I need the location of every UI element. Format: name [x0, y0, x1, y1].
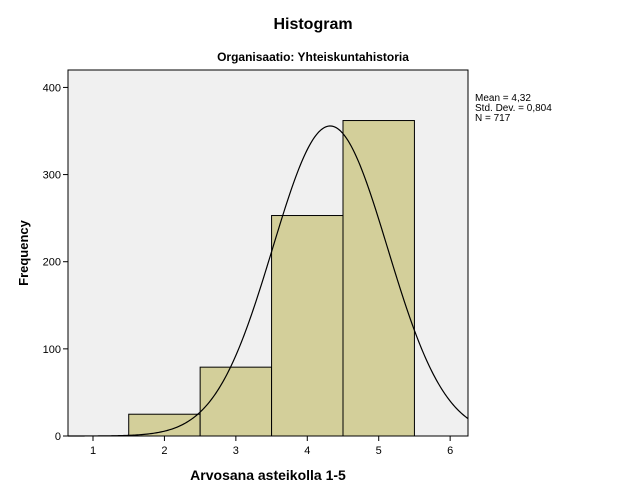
stats-mean: Mean = 4,32: [475, 93, 531, 104]
stats-n: N = 717: [475, 113, 511, 124]
y-tick-label: 0: [55, 431, 61, 443]
y-tick-label: 100: [43, 344, 61, 356]
y-axis-label: Frequency: [16, 219, 31, 286]
histogram-bar: [199, 366, 273, 437]
x-axis: 1 2 3 4 5 6: [90, 436, 453, 457]
histogram-bar: [271, 215, 344, 437]
histogram-bar: [342, 120, 415, 437]
chart-subtitle: Organisaatio: Yhteiskuntahistoria: [217, 50, 409, 64]
y-tick-label: 200: [43, 257, 61, 269]
stats-std-dev: Std. Dev. = 0,804: [475, 103, 552, 114]
y-tick-label: 300: [43, 170, 61, 182]
x-tick-label: 5: [376, 445, 382, 457]
histogram-bar: [128, 413, 201, 437]
bars-layer: [128, 120, 415, 437]
y-tick-label: 400: [43, 82, 61, 94]
x-tick-label: 1: [90, 445, 96, 457]
y-axis: 0 100 200 300 400: [43, 82, 68, 443]
normal-curve-layer: [68, 125, 469, 437]
chart-title: Histogram: [273, 16, 352, 33]
x-axis-label: Arvosana asteikolla 1-5: [190, 467, 346, 483]
x-tick-label: 6: [447, 445, 453, 457]
normal-curve: [68, 125, 469, 437]
x-tick-label: 2: [161, 445, 167, 457]
x-tick-label: 3: [233, 445, 239, 457]
stats-box: Mean = 4,32 Std. Dev. = 0,804 N = 717: [475, 93, 552, 124]
x-tick-label: 4: [304, 445, 310, 457]
